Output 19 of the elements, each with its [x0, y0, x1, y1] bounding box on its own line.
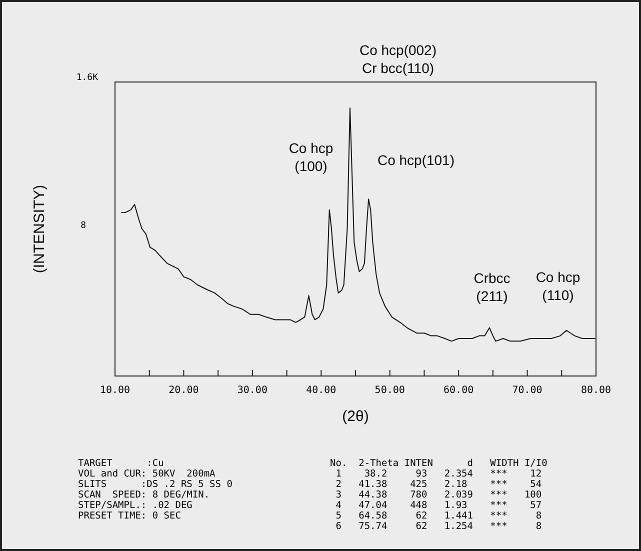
x-tick-label: 80.00 [580, 385, 612, 396]
x-tick-label: 60.00 [444, 385, 474, 396]
x-tick-label: 30.00 [237, 385, 268, 396]
text: 1.6K [76, 73, 99, 83]
x-axis-title: (2θ) [342, 408, 369, 425]
x-tick-label: 50.00 [374, 385, 405, 396]
y-axis-title: (INTENSITY) [31, 184, 48, 274]
annotation: Co hcp (100) [288, 140, 334, 174]
annotation: Co hcp(101) [377, 152, 455, 168]
text: TARGET :Cu VOL and CUR: 50KV 200mA SLITS :DS .2 RS 5 SS 0 SCAN SPEED: 8 DEG/MIN. STEP/SAMPL.: .02 DEG PRESET TIME: 0 SEC [78, 458, 233, 522]
text: No. 2-Theta INTEN d WIDTH I/I0 1 38.2 93 2.354 *** 12 2 41.38 425 2.18 *** 54 3 44.38 780 2.039 *** 100 4 47.04 448 1.93 *** 57 5 64.58 62 1.441 *** 8 6 75.74 62 1.254 *** 8 [330, 458, 548, 532]
annotation: Crbcc (211) [474, 270, 510, 304]
x-tick-label: 40.00 [306, 385, 336, 396]
x-tick-label: 20.00 [168, 385, 199, 396]
annotation: Co hcp (110) [536, 269, 580, 303]
x-tick-label: 70.00 [512, 385, 542, 396]
text: 8 [80, 221, 86, 231]
text: Co hcp(002) Cr bcc(110) [359, 42, 437, 76]
x-tick-label: 10.00 [100, 385, 130, 396]
